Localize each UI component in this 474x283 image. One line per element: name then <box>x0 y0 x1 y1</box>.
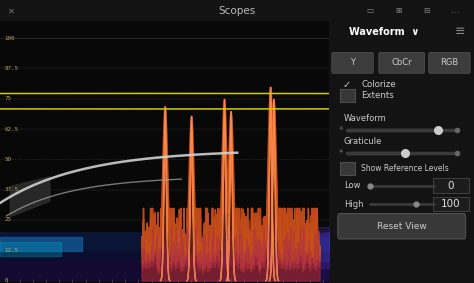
Text: 87.5: 87.5 <box>4 66 18 71</box>
Text: 100: 100 <box>4 36 15 41</box>
Text: …: … <box>451 6 459 15</box>
Text: ▭: ▭ <box>366 6 374 15</box>
Text: Scopes: Scopes <box>219 6 255 16</box>
Text: 0: 0 <box>4 278 8 283</box>
FancyBboxPatch shape <box>332 53 373 73</box>
Text: Waveform  ∨: Waveform ∨ <box>349 27 419 37</box>
Text: ☀: ☀ <box>338 150 344 156</box>
Text: 62.5: 62.5 <box>4 127 18 132</box>
Text: Low: Low <box>344 181 360 190</box>
FancyBboxPatch shape <box>340 162 355 175</box>
Text: Show Reference Levels: Show Reference Levels <box>361 164 449 173</box>
Text: 100: 100 <box>441 199 461 209</box>
FancyBboxPatch shape <box>338 213 465 239</box>
Text: ☀: ☀ <box>338 127 344 132</box>
Text: CbCr: CbCr <box>392 58 412 67</box>
FancyBboxPatch shape <box>429 53 470 73</box>
Text: 37.5: 37.5 <box>4 187 18 192</box>
Text: 0: 0 <box>447 181 454 190</box>
FancyBboxPatch shape <box>433 178 469 193</box>
Text: Reset View: Reset View <box>377 222 427 231</box>
Text: 75: 75 <box>4 96 11 101</box>
Text: Graticule: Graticule <box>344 137 382 146</box>
Text: High: High <box>344 200 364 209</box>
Text: 50: 50 <box>4 157 11 162</box>
Text: 12.5: 12.5 <box>4 248 18 253</box>
FancyBboxPatch shape <box>433 197 469 211</box>
Text: ⊞: ⊞ <box>395 6 401 15</box>
Text: ⊟: ⊟ <box>423 6 430 15</box>
Text: ≡: ≡ <box>454 25 465 38</box>
Text: Colorize: Colorize <box>361 80 396 89</box>
Text: ✕: ✕ <box>9 6 15 15</box>
Text: RGB: RGB <box>440 58 458 67</box>
Text: ✓: ✓ <box>343 80 351 89</box>
Text: Waveform: Waveform <box>344 114 387 123</box>
Text: Extents: Extents <box>361 91 394 100</box>
Text: 25: 25 <box>4 217 11 222</box>
FancyBboxPatch shape <box>340 89 355 102</box>
Text: Y: Y <box>350 58 355 67</box>
FancyBboxPatch shape <box>379 53 425 73</box>
